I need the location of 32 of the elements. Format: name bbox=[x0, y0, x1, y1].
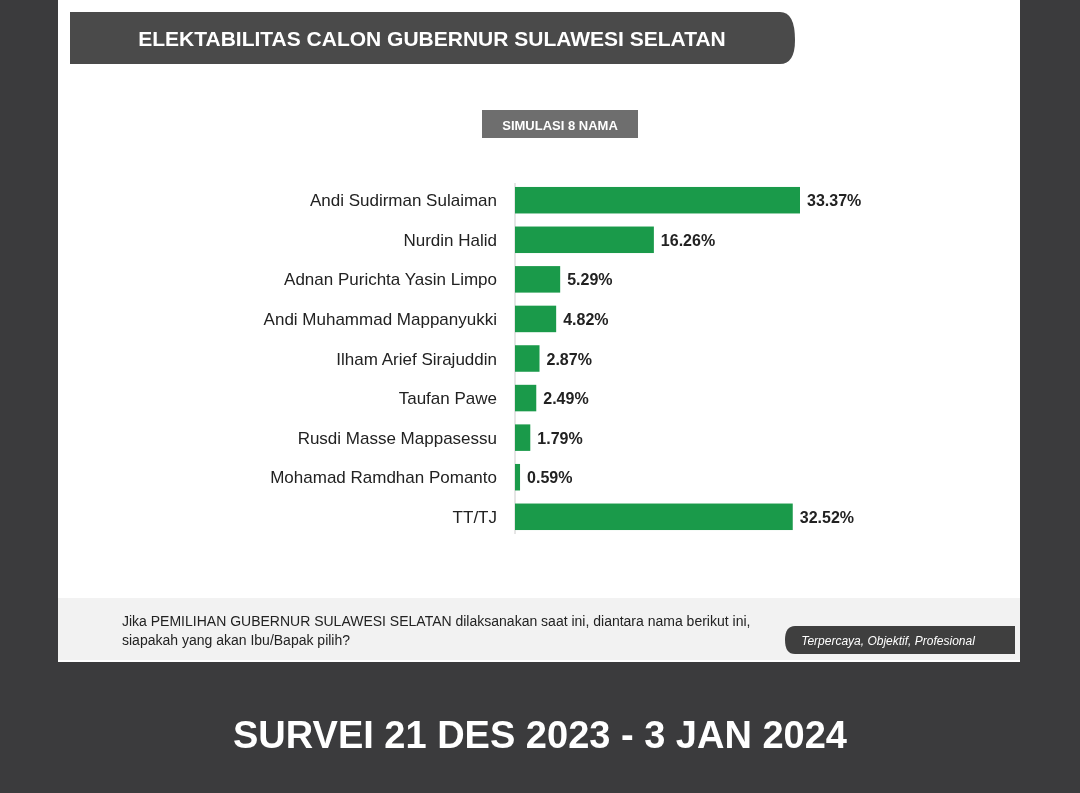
data-label: 32.52% bbox=[799, 508, 855, 526]
y-tick-label: Mohamad Ramdhan Pomanto bbox=[270, 468, 497, 488]
bar bbox=[515, 424, 531, 451]
y-tick-label: TT/TJ bbox=[452, 507, 497, 527]
bar bbox=[515, 384, 537, 412]
bar bbox=[515, 503, 793, 531]
data-label: 1.79% bbox=[537, 429, 583, 447]
text: Jika PEMILIHAN GUBERNUR SULAWESI SELATAN dilaksanakan saat ini, diantara nama berikut ini, siapakah yang akan Ibu/Bapak pilih? bbox=[122, 613, 751, 648]
bar bbox=[515, 305, 557, 333]
text: Terpercaya, Objektif, Profesional bbox=[801, 634, 976, 648]
bar bbox=[515, 226, 654, 254]
data-label: 16.26% bbox=[660, 231, 716, 249]
chart-subtitle: SIMULASI 8 NAMA bbox=[502, 118, 619, 133]
data-label: 4.82% bbox=[563, 310, 609, 328]
data-label: 0.59% bbox=[527, 469, 573, 487]
bar bbox=[515, 186, 800, 214]
y-tick-label: Ilham Arief Sirajuddin bbox=[336, 349, 497, 369]
chart-title: ELEKTABILITAS CALON GUBERNUR SULAWESI SELATAN bbox=[138, 27, 726, 50]
bar bbox=[515, 266, 561, 293]
y-tick-label: Andi Muhammad Mappanyukki bbox=[263, 309, 497, 329]
y-tick-label: Taufan Pawe bbox=[398, 389, 497, 409]
data-label: 33.37% bbox=[807, 192, 862, 210]
data-label: 2.87% bbox=[546, 350, 592, 368]
y-tick-label: Adnan Purichta Yasin Limpo bbox=[284, 270, 497, 290]
bar bbox=[515, 345, 540, 372]
y-tick-label: Nurdin Halid bbox=[403, 230, 497, 250]
data-label: 5.29% bbox=[567, 271, 613, 289]
text: SURVEI 21 DES 2023 - 3 JAN 2024 bbox=[233, 714, 847, 756]
y-tick-label: Andi Sudirman Sulaiman bbox=[309, 191, 497, 211]
bar bbox=[515, 463, 521, 491]
y-tick-label: Rusdi Masse Mappasessu bbox=[297, 428, 497, 448]
data-label: 2.49% bbox=[543, 390, 589, 408]
